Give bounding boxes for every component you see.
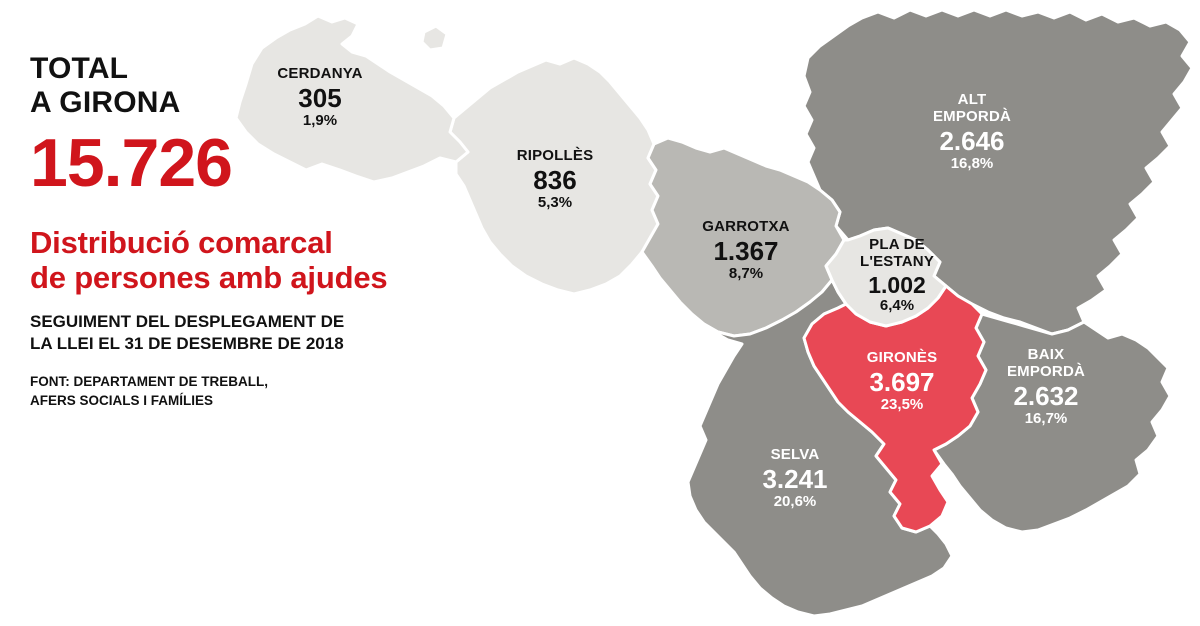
region-pla-estany-shape	[824, 226, 948, 328]
region-cerdanya-islet-shape	[420, 24, 449, 52]
region-cerdanya-shape	[234, 14, 470, 184]
source-note: FONT: DEPARTAMENT DE TREBALL, AFERS SOCI…	[30, 374, 268, 409]
total-label: TOTAL A GIRONA	[30, 52, 181, 119]
chart-title: Distribució comarcal de persones amb aju…	[30, 225, 388, 296]
region-ripolles-shape	[448, 56, 660, 296]
left-panel: TOTAL A GIRONA 15.726 Distribució comarc…	[30, 52, 460, 411]
chart-subtitle: SEGUIMENT DEL DESPLEGAMENT DE LA LLEI EL…	[30, 312, 345, 354]
total-value: 15.726	[30, 125, 233, 202]
